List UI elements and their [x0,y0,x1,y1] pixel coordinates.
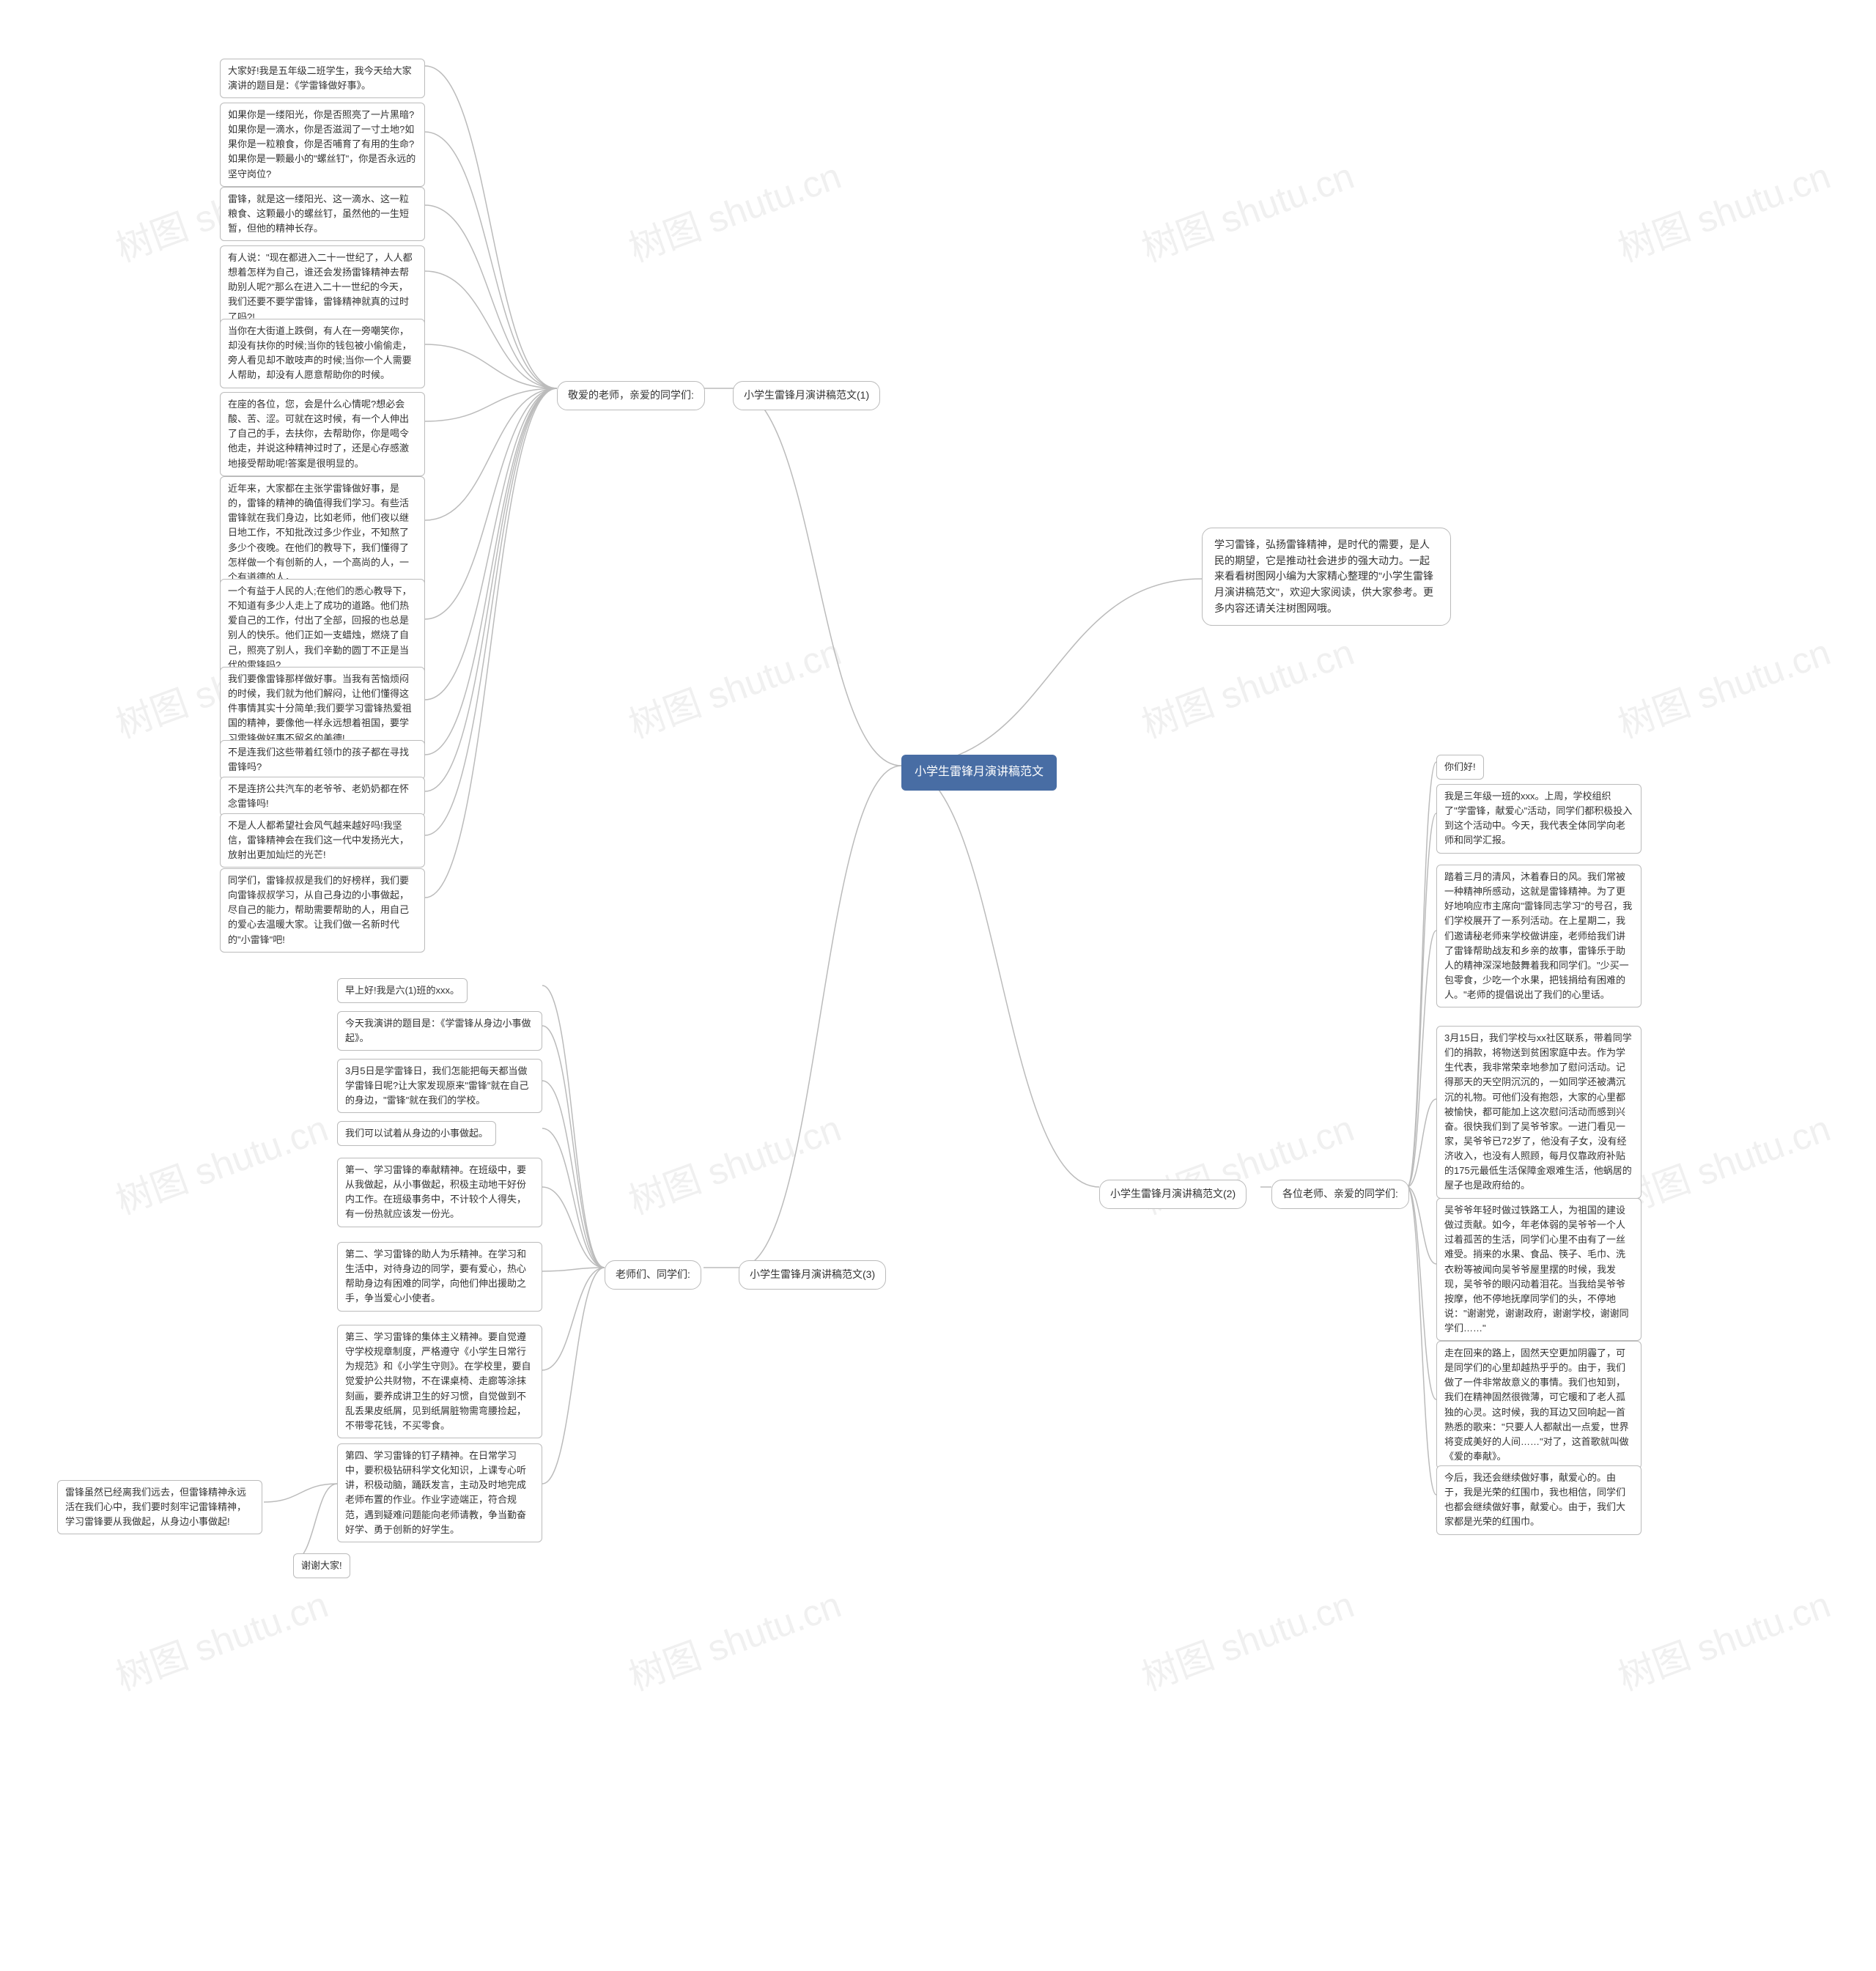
connector [1407,762,1436,1187]
connector [733,388,901,766]
watermark: 树图 shutu.cn [1610,1099,1836,1224]
watermark: 树图 shutu.cn [1610,623,1836,748]
watermark: 树图 shutu.cn [1610,147,1836,272]
watermark: 树图 shutu.cn [621,1575,847,1701]
connector [425,66,557,388]
connector [425,388,557,619]
watermark: 树图 shutu.cn [108,1099,334,1224]
watermark: 树图 shutu.cn [1134,623,1360,748]
connector [1407,813,1436,1187]
branch2-title[interactable]: 小学生雷锋月演讲稿范文(2) [1099,1180,1247,1209]
b1-leaves-leaf-6: 近年来，大家都在主张学雷锋做好事，是的，雷锋的精神的确值得我们学习。有些活雷锋就… [220,476,425,590]
b2-leaves-leaf-3: 3月15日，我们学校与xx社区联系，带着同学们的捐款，将物送到贫困家庭中去。作为… [1436,1026,1642,1199]
connector [425,388,557,791]
b1-leaves-leaf-9: 不是连我们这些带着红领巾的孩子都在寻找雷锋吗? [220,740,425,780]
connector [901,766,1099,1187]
b1-leaves-leaf-5: 在座的各位，您，会是什么心情呢?想必会酸、苦、涩。可就在这时候，有一个人伸出了自… [220,392,425,476]
connector [542,1081,605,1268]
connector [1407,1187,1436,1264]
connector [293,1484,337,1561]
b3-leaves-leaf-3: 我们可以试着从身边的小事做起。 [337,1121,496,1146]
b1-leaves-leaf-3: 有人说："现在都进入二十一世纪了，人人都想着怎样为自己，谁还会发扬雷锋精神去帮助… [220,245,425,330]
b2-leaves-leaf-1: 我是三年级一班的xxx。上周，学校组织了"学雷锋，献爱心"活动，同学们都积极投入… [1436,784,1642,854]
b1-leaves-leaf-12: 同学们，雷锋叔叔是我们的好榜样，我们要向雷锋叔叔学习，从自己身边的小事做起，尽自… [220,868,425,953]
b1-leaves-leaf-8: 我们要像雷锋那样做好事。当我有苦恼烦闷的时候，我们就为他们解闷，让他们懂得这件事… [220,667,425,751]
b1-leaves-leaf-2: 雷锋，就是这一缕阳光、这一滴水、这一粒粮食、这颗最小的螺丝钉，虽然他的一生短暂，… [220,187,425,241]
connector [425,132,557,388]
b3-leaves-leaf-2: 3月5日是学雷锋日，我们怎能把每天都当做学雷锋日呢?让大家发现原来"雷锋"就在自… [337,1059,542,1113]
connector [425,388,557,898]
connector [542,1268,605,1484]
b1-leaves-leaf-4: 当你在大街道上跌倒，有人在一旁嘲笑你，却没有扶你的时候;当你的钱包被小偷偷走，旁… [220,319,425,388]
connector [1407,1187,1436,1495]
connector [425,344,557,388]
connector [542,1128,605,1268]
connector [542,1026,605,1268]
watermark: 树图 shutu.cn [108,1575,334,1701]
b1-leaves-leaf-10: 不是连挤公共汽车的老爷爷、老奶奶都在怀念雷锋吗! [220,777,425,816]
intro-box: 学习雷锋，弘扬雷锋精神，是时代的需要，是人民的期望，它是推动社会进步的强大动力。… [1202,528,1451,626]
b3-leaves-leaf-6: 第三、学习雷锋的集体主义精神。要自觉遵守学校规章制度，严格遵守《小学生日常行为规… [337,1325,542,1438]
branch3-tail: 雷锋虽然已经离我们远去，但雷锋精神永远活在我们心中，我们要时刻牢记雷锋精神，学习… [57,1480,262,1534]
branch3-thanks: 谢谢大家! [293,1553,350,1578]
b3-leaves-leaf-0: 早上好!我是六(1)班的xxx。 [337,978,468,1003]
connector [425,388,557,421]
watermark: 树图 shutu.cn [621,1099,847,1224]
connector [542,1268,605,1271]
connector [542,986,605,1268]
connector [425,271,557,388]
b2-leaves-leaf-6: 今后，我还会继续做好事，献爱心的。由于，我是光荣的红围巾，我也相信，同学们也都会… [1436,1465,1642,1535]
connector [1407,1099,1436,1187]
branch1-title[interactable]: 小学生雷锋月演讲稿范文(1) [733,381,880,410]
b2-leaves-leaf-2: 踏着三月的清风，沐着春日的风。我们常被一种精神所感动，这就是雷锋精神。为了更好地… [1436,865,1642,1007]
connector [901,579,1202,766]
b2-leaves-leaf-4: 吴爷爷年轻时做过铁路工人，为祖国的建设做过贡献。如今，年老体弱的吴爷爷一个人过着… [1436,1198,1642,1341]
b3-leaves-leaf-7: 第四、学习雷锋的钉子精神。在日常学习中，要积极钻研科学文化知识，上课专心听讲，积… [337,1443,542,1542]
b3-leaves-leaf-1: 今天我演讲的题目是：《学雷锋从身边小事做起》。 [337,1011,542,1051]
connector [1407,931,1436,1187]
connector [425,388,557,755]
connector [264,1484,337,1502]
watermark: 树图 shutu.cn [1610,1575,1836,1701]
connector [425,388,557,835]
watermark: 树图 shutu.cn [621,623,847,748]
b2-leaves-leaf-0: 你们好! [1436,755,1484,780]
b1-leaves-leaf-1: 如果你是一缕阳光，你是否照亮了一片黑暗?如果你是一滴水，你是否滋润了一寸土地?如… [220,103,425,187]
b1-leaves-leaf-0: 大家好!我是五年级二班学生，我今天给大家演讲的题目是：《学雷锋做好事》。 [220,59,425,98]
b1-leaves-leaf-7: 一个有益于人民的人;在他们的悉心教导下，不知道有多少人走上了成功的道路。他们热爱… [220,579,425,678]
connector [1407,1187,1436,1399]
b1-leaves-leaf-11: 不是人人都希望社会风气越来越好吗!我坚信，雷锋精神会在我们这一代中发扬光大，放射… [220,813,425,868]
connector [425,388,557,700]
watermark: 树图 shutu.cn [621,147,847,272]
branch3-title[interactable]: 小学生雷锋月演讲稿范文(3) [739,1260,886,1290]
branch3-sub: 老师们、同学们: [605,1260,701,1290]
b3-leaves-leaf-5: 第二、学习雷锋的助人为乐精神。在学习和生活中，对待身边的同学，要有爱心，热心帮助… [337,1242,542,1312]
root-node[interactable]: 小学生雷锋月演讲稿范文 [901,755,1057,791]
watermark: 树图 shutu.cn [1134,147,1360,272]
connector [542,1268,605,1370]
watermark: 树图 shutu.cn [1134,1575,1360,1701]
connector [425,388,557,520]
connector [542,1187,605,1268]
connector [739,766,901,1268]
b3-leaves-leaf-4: 第一、学习雷锋的奉献精神。在班级中，要从我做起，从小事做起，积极主动地干好份内工… [337,1158,542,1227]
b2-leaves-leaf-5: 走在回来的路上，固然天空更加阴霾了，可是同学们的心里却越热乎乎的。由于，我们做了… [1436,1341,1642,1469]
branch1-sub: 敬爱的老师，亲爱的同学们: [557,381,705,410]
branch2-sub: 各位老师、亲爱的同学们: [1271,1180,1409,1209]
connector [425,205,557,388]
